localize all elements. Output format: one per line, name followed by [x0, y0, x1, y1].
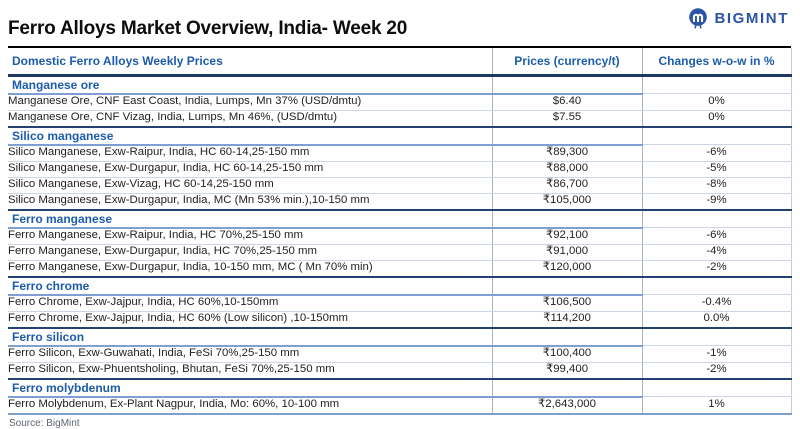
- change-cell: 0.0%: [641, 311, 792, 329]
- price-cell: ₹105,000: [491, 193, 642, 211]
- product-cell: Ferro Molybdenum, Ex-Plant Nagpur, India…: [8, 396, 492, 415]
- column-header-products: Domestic Ferro Alloys Weekly Prices: [8, 47, 492, 77]
- product-cell: Manganese Ore, CNF Vizag, India, Lumps, …: [8, 110, 492, 128]
- product-cell: Ferro Silicon, Exw-Guwahati, India, FeSi…: [8, 345, 492, 363]
- price-cell: $6.40: [491, 93, 642, 111]
- section-header-row: Ferro silicon: [8, 326, 792, 347]
- change-cell: -9%: [641, 193, 792, 211]
- column-header-changes: Changes w-o-w in %: [641, 47, 792, 77]
- section-header-row: Manganese ore: [8, 74, 792, 95]
- section-change-spacer: [641, 326, 792, 347]
- change-cell: -0.4%: [641, 294, 792, 312]
- section-change-spacer: [641, 74, 792, 95]
- section-title: Manganese ore: [8, 74, 492, 95]
- source-note: Source: BigMint: [9, 417, 80, 429]
- product-cell: Silico Manganese, Exw-Durgapur, India, M…: [8, 193, 492, 211]
- section-title: Ferro silicon: [8, 326, 492, 347]
- section-title: Ferro chrome: [8, 275, 492, 296]
- table-row: Ferro Manganese, Exw-Durgapur, India, 10…: [8, 260, 792, 278]
- table-row: Ferro Manganese, Exw-Durgapur, India, HC…: [8, 244, 792, 261]
- table-row: Ferro Silicon, Exw-Phuentsholing, Bhutan…: [8, 362, 792, 380]
- price-cell: ₹99,400: [491, 362, 642, 380]
- change-cell: 0%: [641, 93, 792, 111]
- table-row: Ferro Manganese, Exw-Raipur, India, HC 7…: [8, 227, 792, 245]
- product-cell: Ferro Manganese, Exw-Durgapur, India, HC…: [8, 244, 492, 261]
- table-row: Manganese Ore, CNF Vizag, India, Lumps, …: [8, 110, 792, 128]
- change-cell: -6%: [641, 144, 792, 162]
- price-cell: ₹88,000: [491, 161, 642, 178]
- section-price-spacer: [491, 125, 642, 146]
- section-change-spacer: [641, 208, 792, 229]
- table-row: Ferro Molybdenum, Ex-Plant Nagpur, India…: [8, 396, 792, 415]
- bigmint-logo-text: BIGMINT: [714, 9, 789, 27]
- table-row: Silico Manganese, Exw-Raipur, India, HC …: [8, 144, 792, 162]
- change-cell: -5%: [641, 161, 792, 178]
- section-change-spacer: [641, 275, 792, 296]
- section-change-spacer: [641, 377, 792, 398]
- product-cell: Manganese Ore, CNF East Coast, India, Lu…: [8, 93, 492, 111]
- price-cell: ₹86,700: [491, 177, 642, 194]
- change-cell: -2%: [641, 260, 792, 278]
- bigmint-circle-m-icon: [687, 7, 709, 29]
- table-row: Silico Manganese, Exw-Durgapur, India, M…: [8, 193, 792, 211]
- table-row: Ferro Silicon, Exw-Guwahati, India, FeSi…: [8, 345, 792, 363]
- price-cell: ₹2,643,000: [491, 396, 642, 415]
- section-change-spacer: [641, 125, 792, 146]
- column-header-prices: Prices (currency/t): [491, 47, 642, 77]
- product-cell: Silico Manganese, Exw-Vizag, HC 60-14,25…: [8, 177, 492, 194]
- product-cell: Silico Manganese, Exw-Raipur, India, HC …: [8, 144, 492, 162]
- section-price-spacer: [491, 377, 642, 398]
- price-cell: ₹106,500: [491, 294, 642, 312]
- section-price-spacer: [491, 74, 642, 95]
- change-cell: -2%: [641, 362, 792, 380]
- bigmint-logo: BIGMINT: [687, 7, 789, 29]
- change-cell: -6%: [641, 227, 792, 245]
- price-cell: ₹89,300: [491, 144, 642, 162]
- section-price-spacer: [491, 208, 642, 229]
- section-price-spacer: [491, 275, 642, 296]
- table-row: Silico Manganese, Exw-Durgapur, India, H…: [8, 161, 792, 178]
- price-cell: ₹100,400: [491, 345, 642, 363]
- product-cell: Ferro Manganese, Exw-Raipur, India, HC 7…: [8, 227, 492, 245]
- table-row: Ferro Chrome, Exw-Jajpur, India, HC 60%,…: [8, 294, 792, 312]
- change-cell: 0%: [641, 110, 792, 128]
- section-title: Silico manganese: [8, 125, 492, 146]
- product-cell: Ferro Manganese, Exw-Durgapur, India, 10…: [8, 260, 492, 278]
- section-header-row: Ferro manganese: [8, 208, 792, 229]
- page-title: Ferro Alloys Market Overview, India- Wee…: [8, 18, 791, 48]
- price-cell: $7.55: [491, 110, 642, 128]
- price-cell: ₹91,000: [491, 244, 642, 261]
- price-cell: ₹92,100: [491, 227, 642, 245]
- section-header-row: Ferro chrome: [8, 275, 792, 296]
- section-price-spacer: [491, 326, 642, 347]
- product-cell: Ferro Chrome, Exw-Jajpur, India, HC 60%,…: [8, 294, 492, 312]
- table-row: Ferro Chrome, Exw-Jajpur, India, HC 60% …: [8, 311, 792, 329]
- section-title: Ferro manganese: [8, 208, 492, 229]
- section-header-row: Ferro molybdenum: [8, 377, 792, 398]
- table-header-row: Domestic Ferro Alloys Weekly Prices Pric…: [8, 47, 792, 77]
- section-title: Ferro molybdenum: [8, 377, 492, 398]
- change-cell: -1%: [641, 345, 792, 363]
- prices-table: Domestic Ferro Alloys Weekly Prices Pric…: [8, 47, 792, 415]
- product-cell: Silico Manganese, Exw-Durgapur, India, H…: [8, 161, 492, 178]
- change-cell: -4%: [641, 244, 792, 261]
- price-cell: ₹120,000: [491, 260, 642, 278]
- change-cell: 1%: [641, 396, 792, 415]
- price-cell: ₹114,200: [491, 311, 642, 329]
- product-cell: Ferro Silicon, Exw-Phuentsholing, Bhutan…: [8, 362, 492, 380]
- table-row: Manganese Ore, CNF East Coast, India, Lu…: [8, 93, 792, 111]
- change-cell: -8%: [641, 177, 792, 194]
- table-row: Silico Manganese, Exw-Vizag, HC 60-14,25…: [8, 177, 792, 194]
- section-header-row: Silico manganese: [8, 125, 792, 146]
- product-cell: Ferro Chrome, Exw-Jajpur, India, HC 60% …: [8, 311, 492, 329]
